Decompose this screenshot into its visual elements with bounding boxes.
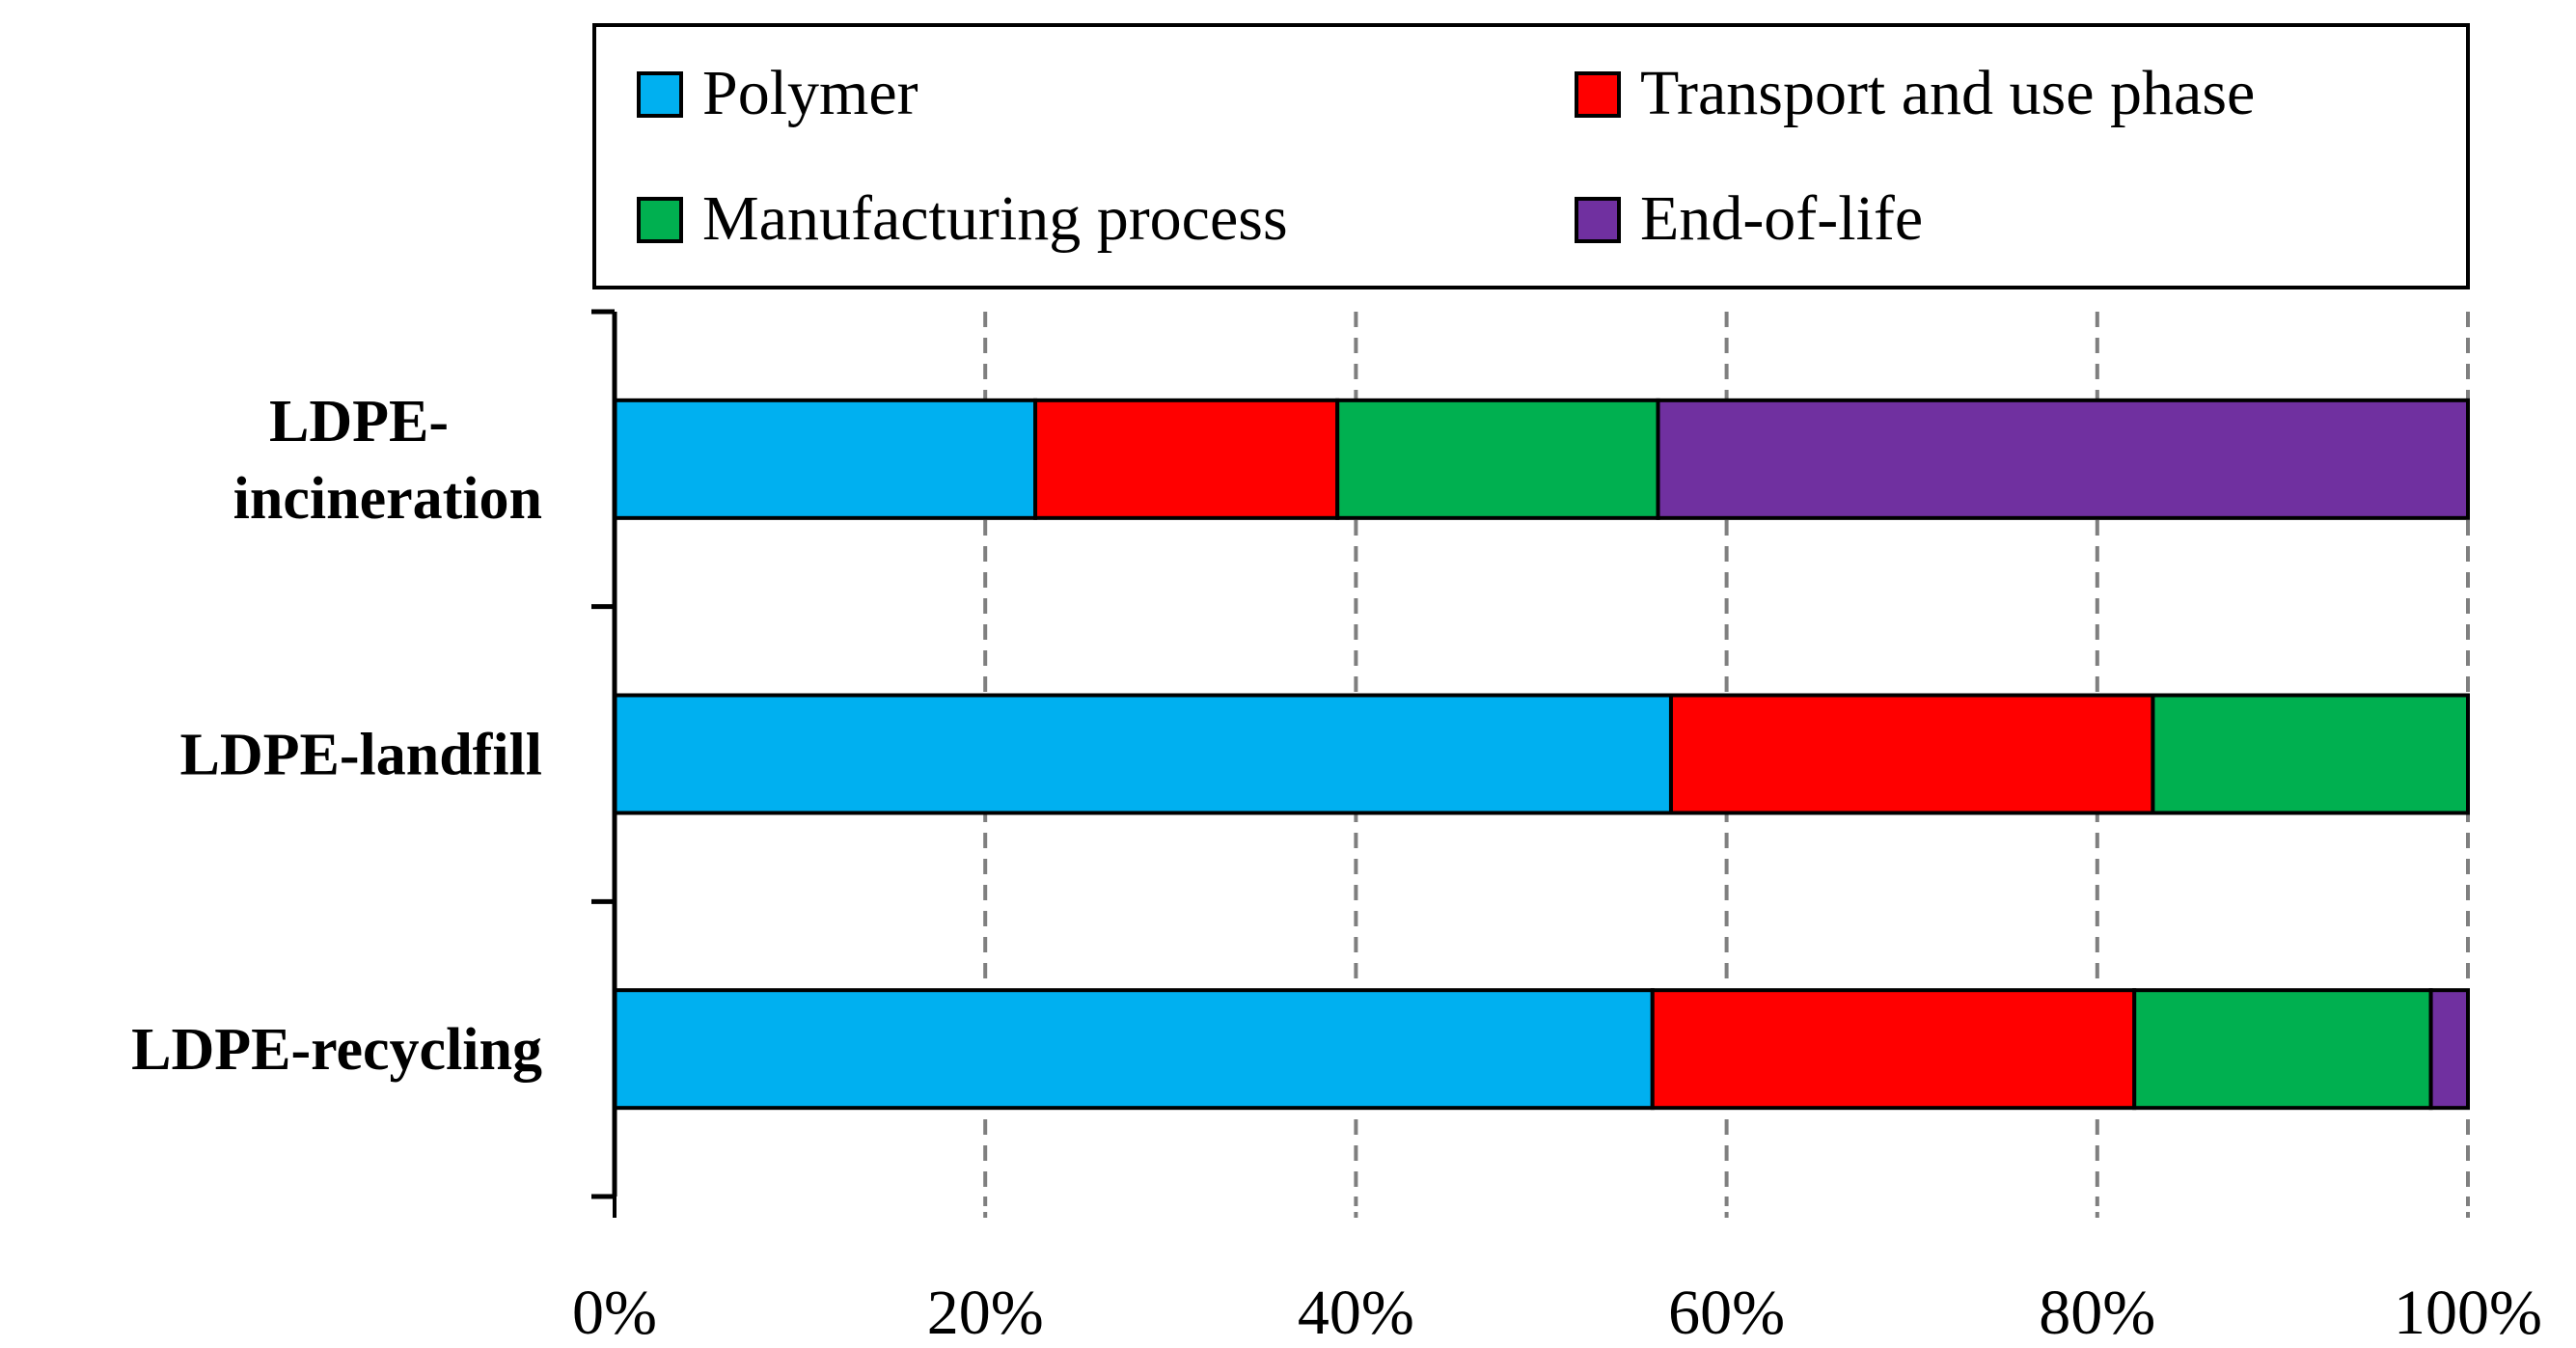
x-tick-label: 100% bbox=[2394, 1278, 2542, 1348]
category-label: LDPE- bbox=[269, 389, 449, 454]
x-tick-label: 40% bbox=[1298, 1278, 1414, 1348]
bar-segment bbox=[1668, 693, 2155, 815]
legend-swatch bbox=[1575, 71, 1621, 118]
x-tick-label: 80% bbox=[2039, 1278, 2155, 1348]
x-tick-label: 0% bbox=[572, 1278, 657, 1348]
category-label: incineration bbox=[233, 466, 542, 532]
x-tick-label: 60% bbox=[1668, 1278, 1785, 1348]
bar-layer bbox=[613, 398, 2471, 1111]
legend-label: Polymer bbox=[702, 58, 918, 128]
bar-segment bbox=[1656, 398, 2470, 520]
axis-layer: LDPE-incineration LDPE-landfill LDPE-recyc… bbox=[131, 309, 2542, 1348]
x-tick-label: 20% bbox=[927, 1278, 1044, 1348]
bar-segment bbox=[613, 988, 1655, 1111]
bar-segment bbox=[1335, 398, 1660, 520]
legend-label: Transport and use phase bbox=[1640, 58, 2255, 128]
legend-swatch bbox=[1575, 197, 1621, 243]
bar-segment bbox=[613, 398, 1038, 520]
bar-segment bbox=[2151, 693, 2470, 815]
legend: Polymer Transport and use phase Manufactur… bbox=[592, 23, 2470, 289]
bar-segment bbox=[1033, 398, 1340, 520]
bar-segment bbox=[1650, 988, 2137, 1111]
bar-segment bbox=[2428, 988, 2471, 1111]
legend-label: End-of-life bbox=[1640, 183, 1923, 254]
legend-swatch bbox=[637, 71, 683, 118]
legend-swatch bbox=[637, 197, 683, 243]
bar-segment bbox=[613, 693, 1673, 815]
bar-segment bbox=[2132, 988, 2433, 1111]
category-label: LDPE-recycling bbox=[131, 1017, 542, 1083]
legend-label: Manufacturing process bbox=[702, 183, 1288, 254]
legend-box bbox=[592, 23, 2470, 289]
category-label: LDPE-landfill bbox=[179, 723, 542, 788]
